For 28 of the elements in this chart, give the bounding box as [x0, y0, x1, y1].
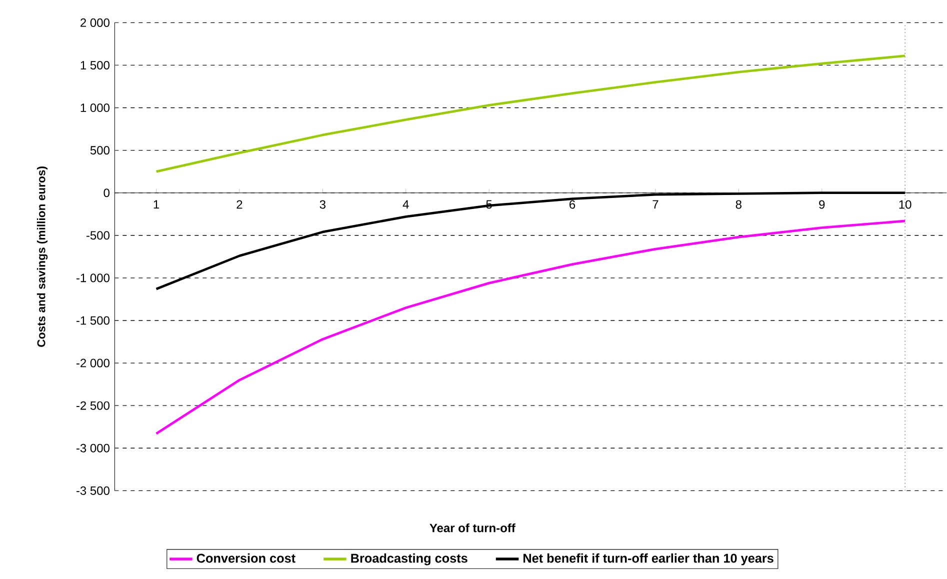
y-tick-label: -1 000: [76, 274, 110, 282]
legend-label: Conversion cost: [196, 554, 296, 563]
x-tick-label: 8: [736, 200, 742, 209]
line-series: [155, 54, 906, 173]
y-tick-label: -500: [86, 231, 110, 240]
y-tick-label: 1 000: [80, 104, 110, 112]
x-tick-label: 9: [819, 200, 825, 209]
x-tick-label: 2: [236, 200, 242, 209]
y-tick-label: -1 500: [76, 316, 110, 325]
y-tick-label: 0: [104, 188, 110, 198]
y-tick-label: 1 500: [80, 61, 110, 70]
y-tick-label: -2 000: [76, 358, 110, 368]
y-tick-label: 500: [90, 146, 110, 155]
y-tick-label: -2 500: [76, 401, 110, 410]
x-axis-title: Year of turn-off: [430, 524, 516, 532]
x-tick-label: 3: [320, 200, 326, 209]
x-tick-label: 4: [402, 200, 409, 209]
y-axis-title: Costs and savings (million euros): [36, 166, 48, 348]
y-tick-label: -3 500: [76, 486, 110, 496]
x-tick-label: 1: [154, 200, 160, 209]
legend-label: Broadcasting costs: [351, 554, 468, 566]
legend-label: Net benefit if turn-off earlier than 10 years: [524, 554, 774, 566]
x-tick-label: 10: [899, 200, 912, 209]
y-tick-label: 2 000: [80, 18, 110, 28]
x-tick-label: 7: [652, 200, 658, 209]
line-series: [155, 220, 906, 436]
y-tick-label: -3 000: [76, 444, 110, 453]
x-tick-label: 6: [570, 200, 576, 209]
